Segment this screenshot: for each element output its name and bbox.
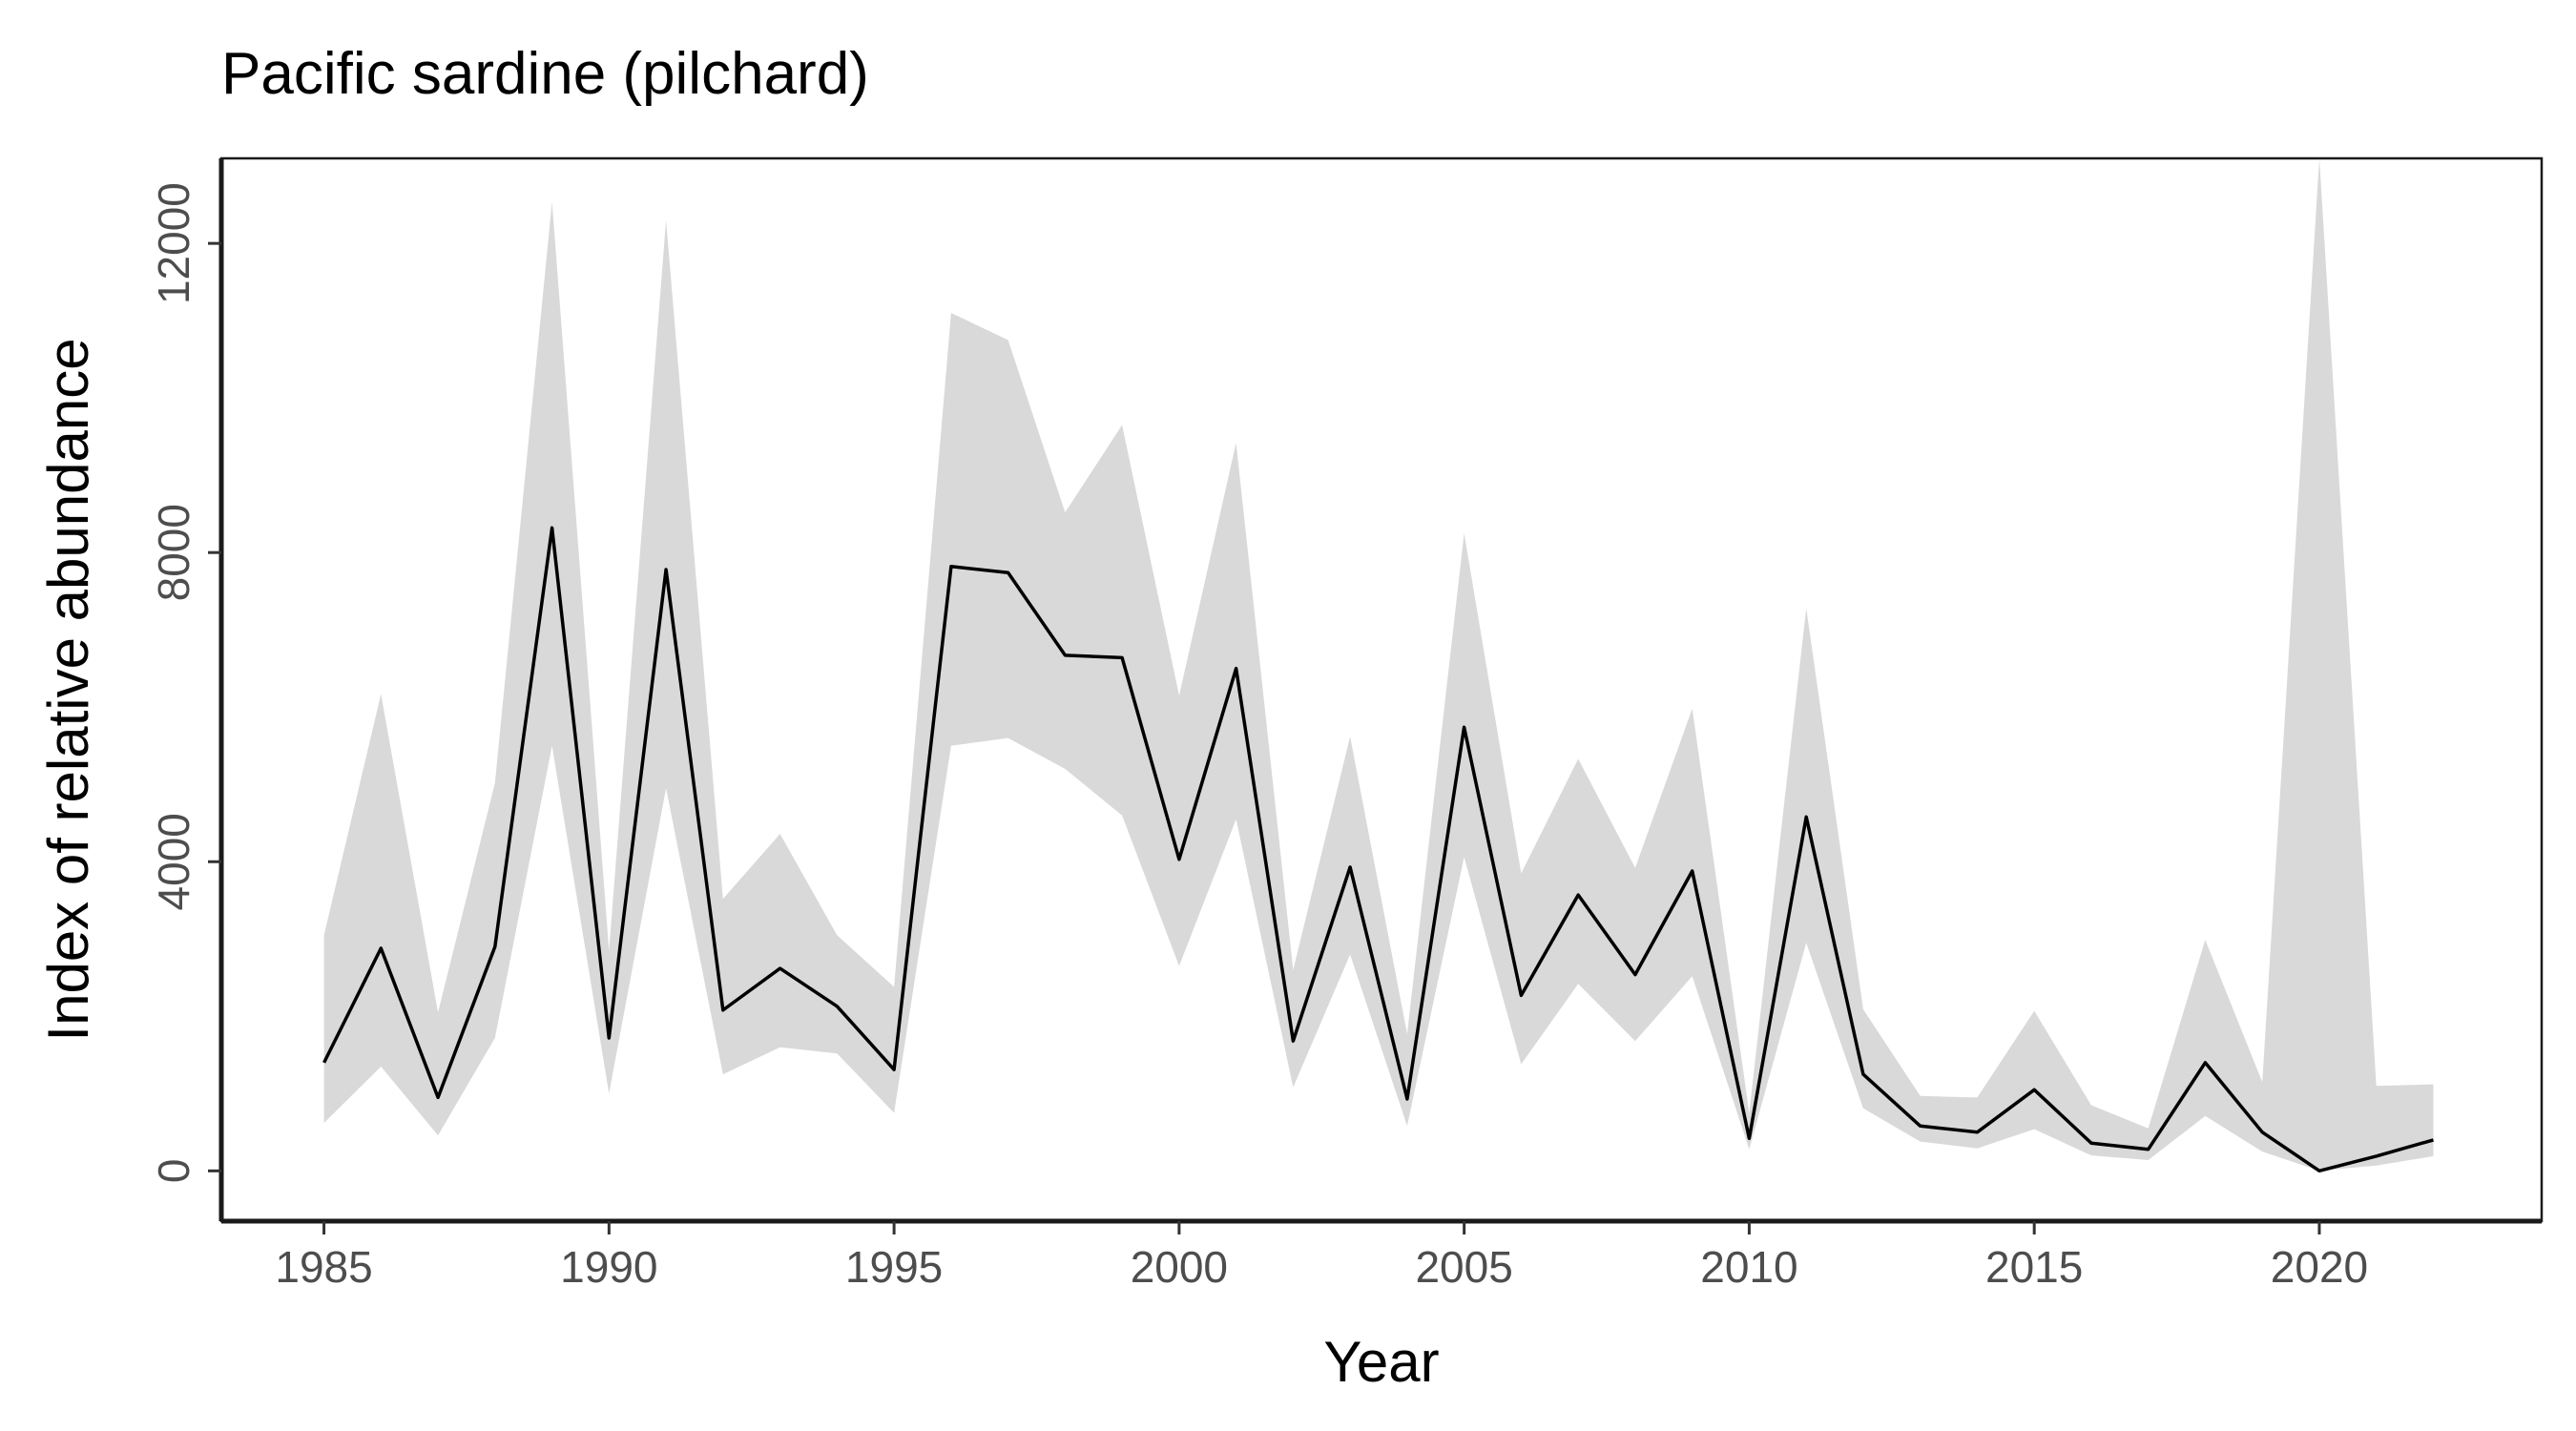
confidence-ribbon-0 xyxy=(323,158,2434,1172)
y-axis-ticks: 0 4000 8000 12000 xyxy=(149,182,221,1183)
y-tick-label-0: 0 xyxy=(149,1159,198,1184)
y-tick-label-8000: 8000 xyxy=(149,504,198,601)
chart-title: Pacific sardine (pilchard) xyxy=(221,41,869,107)
plot-area: 1985 1990 1995 2000 2005 2010 2015 2020 0 4000 80… xyxy=(149,156,2544,1292)
x-tick-label-1995: 1995 xyxy=(845,1242,943,1292)
x-tick-label-2005: 2005 xyxy=(1415,1242,1512,1292)
x-axis-ticks: 1985 1990 1995 2000 2005 2010 2015 2020 xyxy=(275,1221,2368,1292)
x-tick-label-2000: 2000 xyxy=(1131,1242,1228,1292)
x-axis-title: Year xyxy=(1323,1330,1439,1394)
x-tick-label-2010: 2010 xyxy=(1700,1242,1797,1292)
y-axis-title: Index of relative abundance xyxy=(36,338,100,1041)
x-tick-label-2015: 2015 xyxy=(1985,1242,2083,1292)
x-tick-label-1985: 1985 xyxy=(275,1242,372,1292)
y-tick-label-12000: 12000 xyxy=(149,182,198,304)
confidence-ribbons xyxy=(323,158,2434,1172)
y-tick-label-4000: 4000 xyxy=(149,813,198,910)
series-line-0 xyxy=(322,526,2434,1173)
series-lines xyxy=(322,526,2434,1173)
x-tick-label-2020: 2020 xyxy=(2271,1242,2368,1292)
x-tick-label-1990: 1990 xyxy=(560,1242,657,1292)
